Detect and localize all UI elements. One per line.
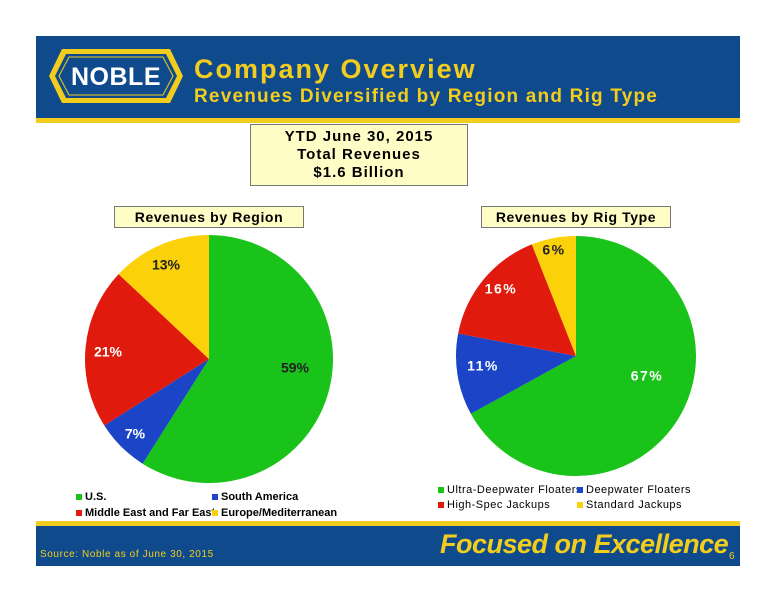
revenue-summary-box: YTD June 30, 2015 Total Revenues $1.6 Bi… (250, 124, 468, 186)
pie-data-label: 59% (281, 360, 310, 376)
legend-label: Standard Jackups (586, 499, 683, 511)
header-stripe (36, 118, 740, 123)
pie-slice-high-spec-jackups (458, 244, 576, 356)
pie-data-label: 7% (125, 426, 146, 442)
pie-data-label: 6% (542, 242, 565, 258)
legend-label: Middle East and Far East (85, 507, 216, 519)
logo-text: NOBLE (71, 63, 161, 91)
summary-line-2: Total Revenues (297, 146, 421, 163)
legend-swatch (577, 502, 583, 508)
legend-item-middle-east: Middle East and Far East (76, 507, 215, 519)
pie-data-label: 67% (631, 368, 664, 384)
legend-item-ultra-deepwater: Ultra-Deepwater Floaters (438, 484, 582, 496)
page-subtitle: Revenues Diversified by Region and Rig T… (194, 86, 659, 107)
legend-label: South America (221, 491, 299, 503)
pie-slice-south-america (104, 359, 209, 464)
legend-swatch (212, 494, 218, 500)
pie-data-label: 21% (94, 344, 123, 360)
pie-slice-ultra-deepwater-floaters (470, 236, 696, 476)
footer-bar (36, 526, 740, 566)
tagline: Focused on Excellence (440, 529, 729, 559)
pie-data-label: 16% (485, 281, 518, 297)
legend-swatch (577, 487, 583, 493)
legend-label: U.S. (85, 491, 107, 503)
pie-slice-middle-east-and-far-east (85, 274, 209, 426)
pie-data-label: 11% (467, 358, 499, 374)
legend-label: Europe/Mediterranean (221, 507, 338, 519)
legend-swatch (76, 494, 82, 500)
pie-slice-europe-mediterranean (118, 235, 209, 359)
legend-swatch (212, 510, 218, 516)
legend-item-us: U.S. (76, 491, 106, 503)
region-chart-title: Revenues by Region (114, 206, 304, 228)
page-number: 6 (729, 551, 735, 562)
pie-slice-standard-jackups (531, 236, 576, 356)
legend-item-standard: Standard Jackups (577, 499, 682, 511)
summary-line-3: $1.6 Billion (313, 164, 405, 181)
footer-stripe (36, 521, 740, 526)
legend-item-south-america: South America (212, 491, 298, 503)
legend-item-high-spec: High-Spec Jackups (438, 499, 550, 511)
legend-item-deepwater: Deepwater Floaters (577, 484, 691, 496)
legend-item-europe: Europe/Mediterranean (212, 507, 337, 519)
legend-swatch (76, 510, 82, 516)
page-title: Company Overview (194, 54, 477, 84)
rigtype-chart-title: Revenues by Rig Type (481, 206, 671, 228)
pie-slice-deepwater-floaters (456, 333, 576, 414)
legend-swatch (438, 502, 444, 508)
source-note: Source: Noble as of June 30, 2015 (40, 549, 214, 560)
legend-label: High-Spec Jackups (447, 499, 551, 511)
legend-label: Ultra-Deepwater Floaters (447, 484, 582, 496)
legend-swatch (438, 487, 444, 493)
noble-logo: NOBLE (49, 49, 183, 103)
summary-line-1: YTD June 30, 2015 (284, 128, 434, 145)
legend-label: Deepwater Floaters (586, 484, 691, 496)
pie-data-label: 13% (152, 257, 181, 273)
pie-slice-u-s (142, 235, 333, 483)
